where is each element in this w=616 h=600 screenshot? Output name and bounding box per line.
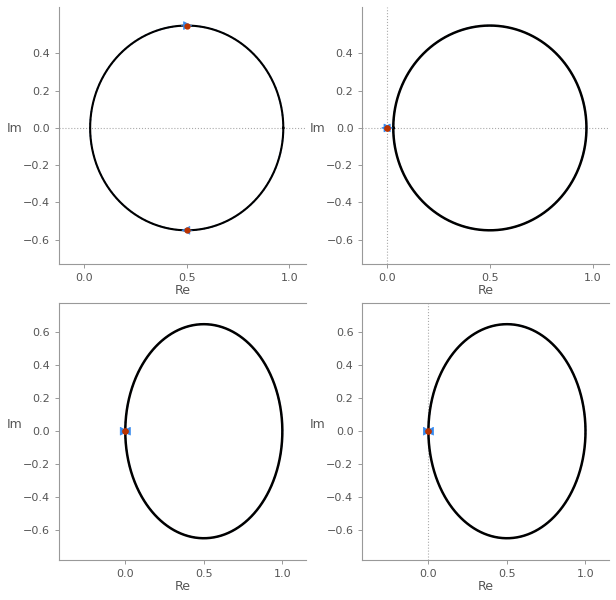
X-axis label: Re: Re	[174, 580, 190, 593]
X-axis label: Re: Re	[478, 580, 494, 593]
X-axis label: Re: Re	[174, 284, 190, 297]
Y-axis label: Im: Im	[310, 122, 326, 136]
X-axis label: Re: Re	[478, 284, 494, 297]
Y-axis label: Im: Im	[7, 122, 23, 136]
Y-axis label: Im: Im	[310, 418, 326, 431]
Y-axis label: Im: Im	[7, 418, 23, 431]
